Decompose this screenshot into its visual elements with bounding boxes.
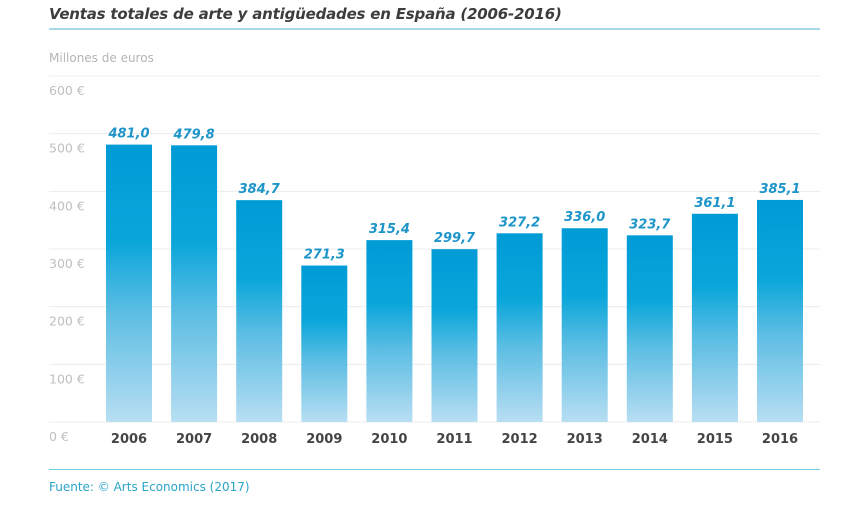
x-tick-label: 2007 <box>176 432 212 447</box>
x-tick-label: 2009 <box>306 432 342 447</box>
bar <box>301 265 348 422</box>
y-tick-label: 600 € <box>49 83 85 98</box>
source-divider <box>49 469 820 470</box>
x-tick-label: 2012 <box>502 432 538 447</box>
y-tick-label: 100 € <box>49 371 85 386</box>
x-tick-label: 2010 <box>371 432 407 447</box>
data-label: 336,0 <box>564 210 605 225</box>
bar <box>366 240 413 422</box>
y-tick-label: 0 € <box>49 429 69 444</box>
bar <box>431 249 478 422</box>
bar <box>626 235 673 422</box>
x-tick-label: 2011 <box>436 432 472 447</box>
chart-title: Ventas totales de arte y antigüedades en… <box>49 5 562 23</box>
data-label: 271,3 <box>304 248 345 263</box>
source-note: Fuente: © Arts Economics (2017) <box>49 480 250 494</box>
bar <box>236 200 283 422</box>
data-label: 361,1 <box>694 196 735 211</box>
data-label: 299,7 <box>434 231 476 246</box>
title-divider <box>49 28 820 30</box>
bar <box>561 228 608 422</box>
x-tick-label: 2008 <box>241 432 277 447</box>
data-label: 327,2 <box>499 215 540 230</box>
bar <box>691 213 738 422</box>
y-axis-unit-label: Millones de euros <box>49 51 154 65</box>
y-tick-label: 500 € <box>49 141 85 156</box>
data-label: 479,8 <box>173 127 215 142</box>
bar <box>171 145 218 422</box>
data-label: 385,1 <box>759 182 800 197</box>
x-tick-label: 2016 <box>762 432 798 447</box>
x-tick-label: 2014 <box>632 432 668 447</box>
data-label: 315,4 <box>369 222 410 237</box>
data-label: 323,7 <box>629 217 671 232</box>
data-label: 384,7 <box>239 182 281 197</box>
x-tick-label: 2015 <box>697 432 733 447</box>
data-label: 481,0 <box>107 127 149 142</box>
x-tick-label: 2013 <box>567 432 603 447</box>
y-tick-label: 300 € <box>49 256 85 271</box>
x-tick-label: 2006 <box>111 432 147 447</box>
bar <box>496 233 543 422</box>
bar <box>757 199 803 422</box>
bar <box>106 144 152 422</box>
y-tick-label: 200 € <box>49 314 85 329</box>
y-tick-label: 400 € <box>49 198 85 213</box>
